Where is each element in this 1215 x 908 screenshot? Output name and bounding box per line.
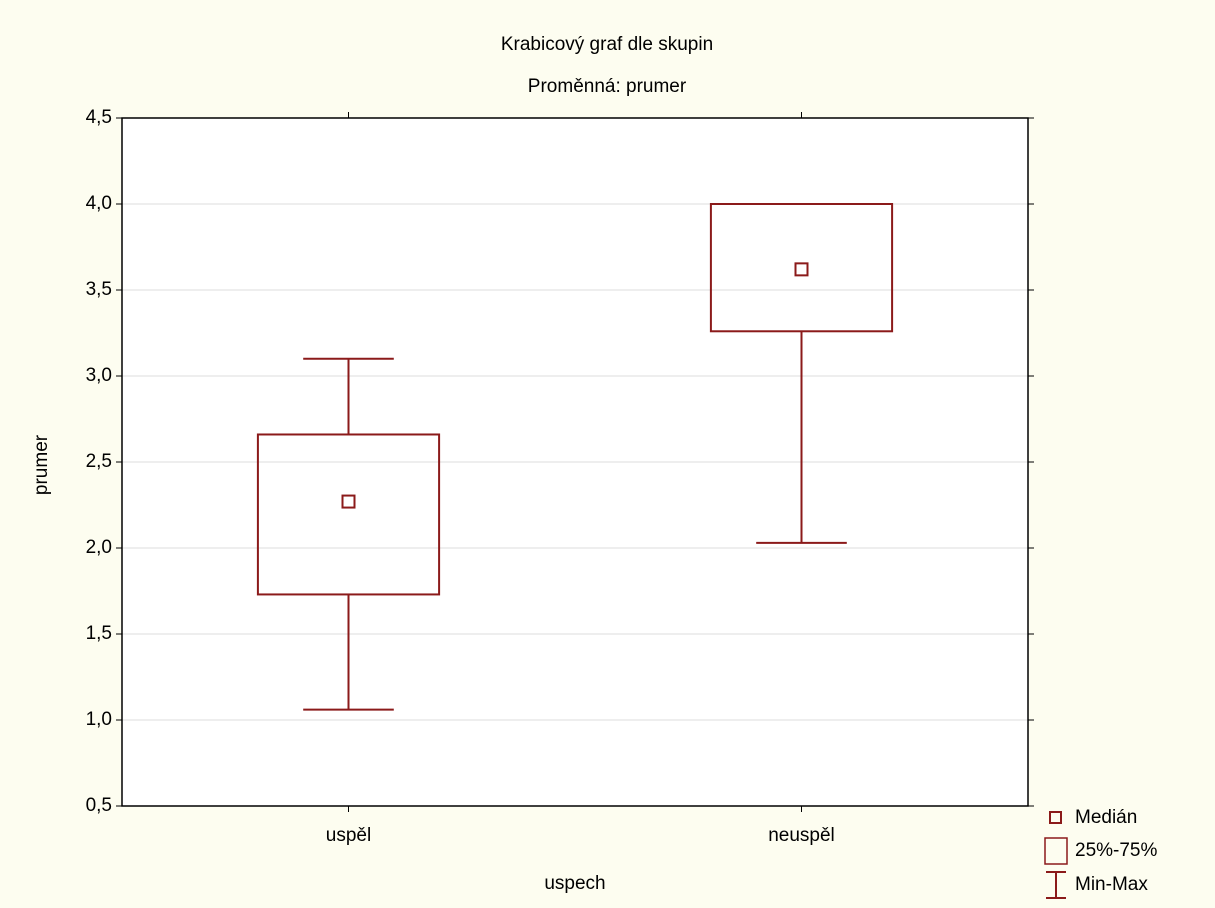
legend-median-icon <box>1049 811 1062 824</box>
legend-label: 25%-75% <box>1075 840 1157 861</box>
x-tick-label: uspěl <box>326 825 371 846</box>
median-marker <box>794 262 809 277</box>
box <box>256 433 441 596</box>
y-tick-label: 3,5 <box>86 279 112 300</box>
legend-box-icon <box>1044 837 1068 865</box>
plot-frame <box>121 117 1029 807</box>
y-axis-label: prumer <box>31 434 52 495</box>
legend-label: Medián <box>1075 807 1137 828</box>
y-tick-label: 1,0 <box>86 709 112 730</box>
box <box>709 203 894 333</box>
legend-label: Min-Max <box>1075 874 1148 895</box>
y-tick-label: 1,5 <box>86 623 112 644</box>
y-tick-label: 2,5 <box>86 451 112 472</box>
x-tick-label: neuspěl <box>768 825 835 846</box>
median-marker <box>341 494 356 509</box>
y-tick-label: 4,5 <box>86 107 112 128</box>
chart-title: Krabicový graf dle skupin <box>501 34 713 55</box>
y-tick-label: 3,0 <box>86 365 112 386</box>
x-axis-label: uspech <box>544 873 605 894</box>
y-tick-label: 0,5 <box>86 795 112 816</box>
chart-subtitle: Proměnná: prumer <box>528 76 687 97</box>
y-tick-label: 2,0 <box>86 537 112 558</box>
y-tick-label: 4,0 <box>86 193 112 214</box>
